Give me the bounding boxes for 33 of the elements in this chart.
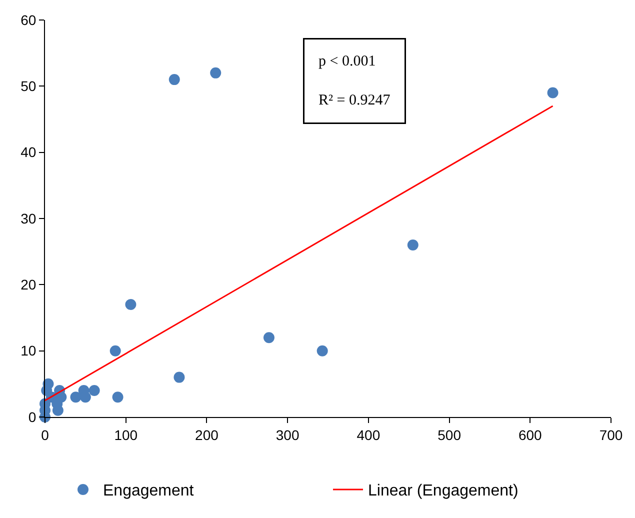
y-tick-label: 0 bbox=[28, 408, 36, 425]
y-tick-label: 30 bbox=[20, 210, 36, 226]
point bbox=[168, 74, 180, 86]
point bbox=[407, 239, 418, 250]
annotation: R² = 0.9247 bbox=[318, 92, 391, 108]
x-tick-label: 700 bbox=[599, 426, 623, 443]
point bbox=[52, 398, 63, 410]
legend-label: Linear (Engagement) bbox=[368, 482, 518, 500]
x-tick-label: 400 bbox=[356, 426, 380, 443]
x-tick-label: 600 bbox=[518, 426, 542, 443]
y-tick-label: 60 bbox=[20, 12, 36, 28]
point bbox=[70, 392, 82, 403]
y-tick-label: 20 bbox=[20, 276, 36, 293]
x-tick-label: 300 bbox=[276, 426, 300, 443]
point bbox=[263, 332, 274, 344]
y-tick-label: 10 bbox=[20, 342, 36, 359]
y-tick-label: 40 bbox=[20, 144, 36, 160]
legend-label: Engagement bbox=[103, 482, 194, 500]
point bbox=[88, 385, 100, 396]
point bbox=[210, 67, 222, 78]
point bbox=[112, 392, 124, 403]
point bbox=[80, 392, 91, 403]
x-tick-label: 500 bbox=[438, 426, 462, 443]
y-tick-label: 50 bbox=[20, 78, 36, 94]
point bbox=[316, 345, 328, 356]
point bbox=[547, 87, 558, 98]
x-tick-label: 100 bbox=[114, 426, 138, 443]
x-tick-label: 200 bbox=[195, 426, 219, 443]
point bbox=[110, 345, 121, 356]
point bbox=[174, 372, 185, 383]
x-tick-label: 0 bbox=[41, 426, 50, 443]
point bbox=[125, 299, 136, 310]
annotation: p < 0.001 bbox=[318, 54, 376, 70]
